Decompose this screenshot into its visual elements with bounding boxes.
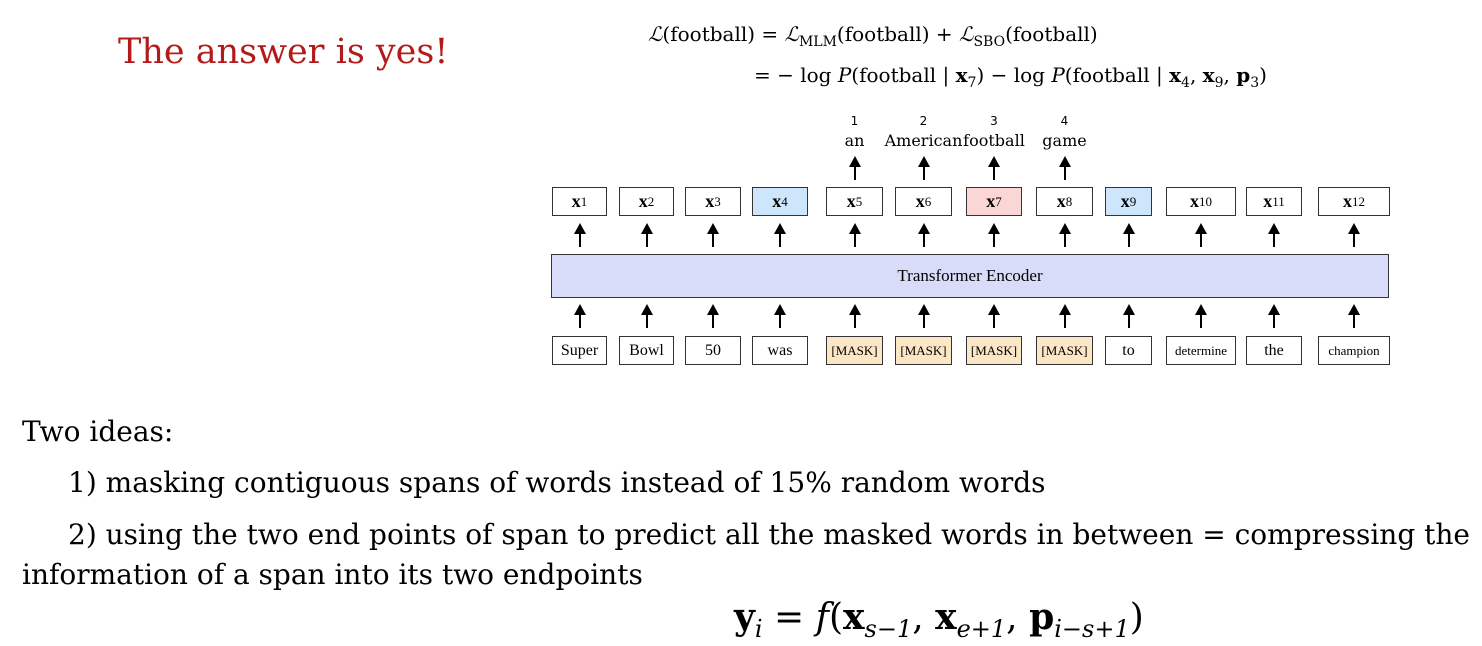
up-arrow-icon bbox=[917, 304, 930, 328]
hidden-state-box: x 11 bbox=[1246, 187, 1302, 216]
up-arrow-icon bbox=[848, 223, 861, 247]
loss-equation-line1: ℒ(football) = ℒMLM(football) + ℒSBO(foot… bbox=[648, 22, 1098, 50]
up-arrow-icon bbox=[640, 223, 653, 247]
up-arrow-icon bbox=[1058, 156, 1071, 180]
up-arrow-icon bbox=[1348, 304, 1360, 328]
output-position-number: 3 bbox=[990, 114, 998, 128]
input-token: to bbox=[1105, 336, 1152, 365]
mask-token: [MASK] bbox=[1036, 336, 1093, 365]
idea-1: 1) masking contiguous spans of words ins… bbox=[68, 466, 1046, 499]
up-arrow-icon bbox=[1348, 223, 1360, 247]
input-token: Super bbox=[552, 336, 607, 365]
up-arrow-icon bbox=[707, 304, 719, 328]
up-arrow-icon bbox=[1268, 223, 1280, 247]
up-arrow-icon bbox=[774, 304, 786, 328]
ideas-heading: Two ideas: bbox=[22, 415, 174, 448]
input-token: was bbox=[752, 336, 808, 365]
up-arrow-icon bbox=[848, 156, 861, 180]
hidden-state-box: x 10 bbox=[1166, 187, 1236, 216]
up-arrow-icon bbox=[707, 223, 719, 247]
output-word: football bbox=[963, 131, 1025, 150]
up-arrow-icon bbox=[573, 304, 586, 328]
output-word: an bbox=[844, 131, 865, 150]
up-arrow-icon bbox=[1058, 304, 1071, 328]
input-token: Bowl bbox=[619, 336, 674, 365]
up-arrow-icon bbox=[1195, 304, 1207, 328]
output-position-number: 2 bbox=[919, 114, 928, 128]
up-arrow-icon bbox=[1122, 304, 1135, 328]
up-arrow-icon bbox=[640, 304, 653, 328]
mask-token: [MASK] bbox=[895, 336, 952, 365]
transformer-encoder: Transformer Encoder bbox=[551, 254, 1389, 298]
up-arrow-icon bbox=[917, 223, 930, 247]
input-token: determine bbox=[1166, 336, 1236, 365]
headline: The answer is yes! bbox=[118, 32, 449, 72]
up-arrow-icon bbox=[988, 156, 1000, 180]
up-arrow-icon bbox=[1122, 223, 1135, 247]
up-arrow-icon bbox=[848, 304, 861, 328]
up-arrow-icon bbox=[1058, 223, 1071, 247]
up-arrow-icon bbox=[988, 223, 1000, 247]
up-arrow-icon bbox=[917, 156, 930, 180]
mask-token: [MASK] bbox=[826, 336, 883, 365]
up-arrow-icon bbox=[774, 223, 786, 247]
output-position-number: 1 bbox=[850, 114, 859, 128]
mask-token: [MASK] bbox=[966, 336, 1022, 365]
hidden-state-box: x 12 bbox=[1318, 187, 1390, 216]
output-word: American bbox=[884, 131, 963, 150]
output-position-number: 4 bbox=[1060, 114, 1069, 128]
up-arrow-icon bbox=[1195, 223, 1207, 247]
input-token: 50 bbox=[685, 336, 741, 365]
up-arrow-icon bbox=[1268, 304, 1280, 328]
input-token: the bbox=[1246, 336, 1302, 365]
input-token: champion bbox=[1318, 336, 1390, 365]
idea-2-line-2: information of a span into its two endpo… bbox=[22, 558, 643, 591]
up-arrow-icon bbox=[988, 304, 1000, 328]
idea-2-line-1: 2) using the two end points of span to p… bbox=[68, 518, 1470, 551]
loss-equation-line2: = − log P(football | x7) − log P(footbal… bbox=[754, 63, 1267, 91]
span-prediction-formula: yi = f(xs−1, xe+1, pi−s+1) bbox=[734, 596, 1144, 644]
up-arrow-icon bbox=[573, 223, 586, 247]
output-word: game bbox=[1042, 131, 1087, 150]
